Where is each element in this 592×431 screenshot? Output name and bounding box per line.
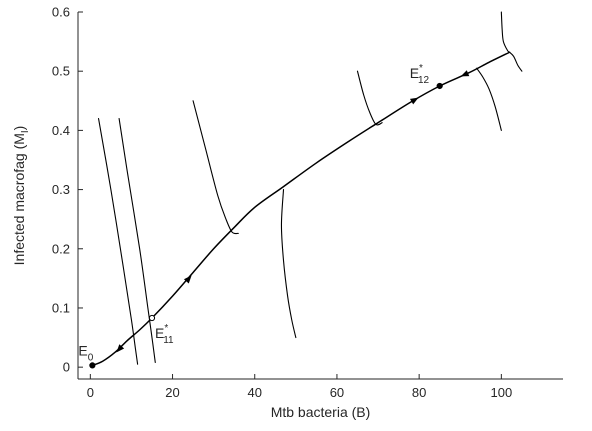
x-tick-label: 40 <box>248 385 262 400</box>
y-axis-label-main: Infected macrofag (M <box>11 133 27 265</box>
equilibrium-label-E0: E0 <box>78 342 93 363</box>
arrow-top-icon <box>460 70 470 77</box>
trajectory-traj-a <box>98 118 139 365</box>
trajectory-traj-d <box>280 189 297 339</box>
trajectories <box>91 11 523 367</box>
y-tick-label: 0 <box>63 360 70 375</box>
y-tick-label: 0.1 <box>52 300 70 315</box>
trajectory-traj-f <box>500 11 511 53</box>
y-tick-label: 0.6 <box>52 5 70 20</box>
y-axis-label: Infected macrofag (MI) <box>11 126 31 266</box>
trajectory-traj-g <box>509 51 523 72</box>
x-tick-label: 60 <box>330 385 344 400</box>
direction-arrows <box>116 70 470 353</box>
equilibrium-label-E12: E* 12 <box>410 63 430 86</box>
equilibrium-E12 <box>436 82 443 90</box>
arrow-mid-icon <box>183 275 192 284</box>
equilibrium-E11 <box>148 314 156 322</box>
y-axis-label-close: ) <box>11 126 27 131</box>
arrow-upper-icon <box>409 97 419 105</box>
x-tick-label: 100 <box>490 385 512 400</box>
y-tick-label: 0.3 <box>52 182 70 197</box>
y-tick-label: 0.4 <box>52 123 70 138</box>
equilibrium-E0 <box>89 362 96 369</box>
trajectory-traj-e <box>356 70 383 126</box>
x-ticks: 0 20 40 60 80 100 <box>87 374 512 400</box>
trajectory-traj-b <box>118 118 156 363</box>
x-axis-label: Mtb bacteria (B) <box>271 404 371 420</box>
axes: 0 20 40 60 80 100 0 0.1 0.2 0.3 0.4 0.5 0.6 <box>52 5 563 400</box>
equilibrium-label-E11: E* 11 <box>155 323 174 346</box>
y-tick-label: 0.5 <box>52 64 70 79</box>
x-tick-label: 80 <box>412 385 426 400</box>
y-ticks: 0 0.1 0.2 0.3 0.4 0.5 0.6 <box>52 5 83 375</box>
arrow-e0-icon <box>116 344 125 353</box>
x-tick-label: 0 <box>87 385 94 400</box>
trajectory-traj-h <box>476 67 502 131</box>
trajectory-traj-c <box>192 100 239 235</box>
y-axis-label-sub: I <box>20 130 31 133</box>
y-tick-label: 0.2 <box>52 241 70 256</box>
equilibrium-points: E0 E* 11 E* 12 <box>78 63 443 369</box>
x-tick-label: 20 <box>165 385 179 400</box>
